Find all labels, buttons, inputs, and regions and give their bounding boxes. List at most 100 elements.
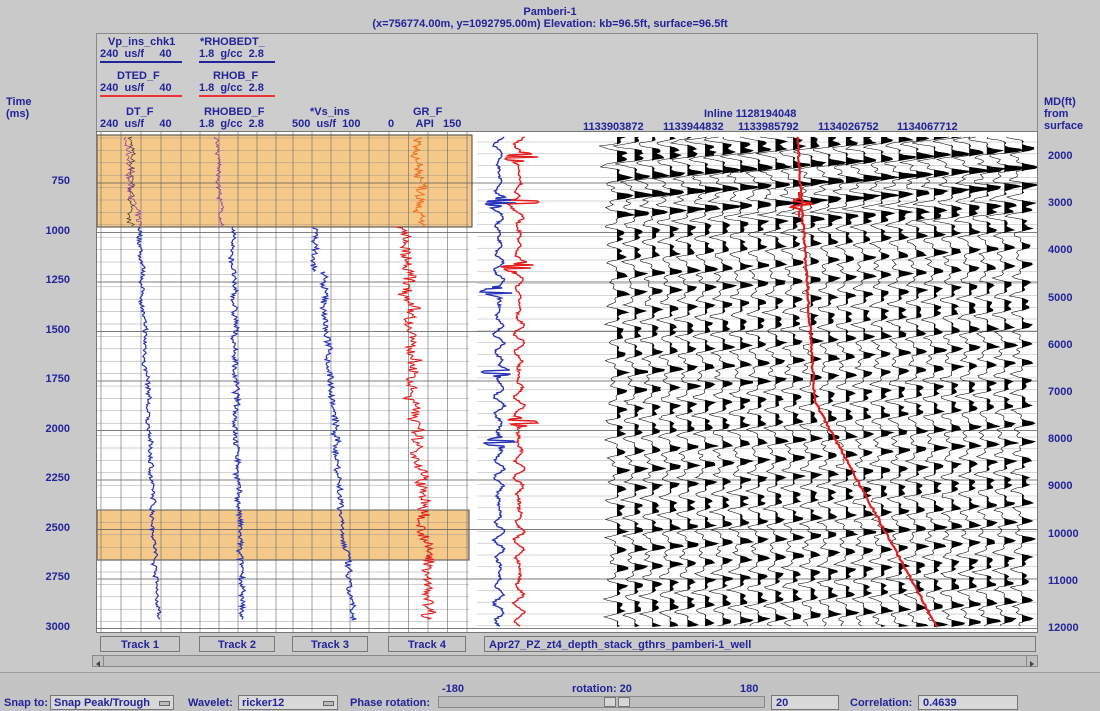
rotation-input[interactable]: 20 — [771, 695, 839, 710]
seismic-trace — [968, 136, 1007, 627]
md-tick-label: 3000 — [1048, 197, 1073, 210]
time-tick-label: 1500 — [45, 323, 70, 336]
dt-scale: 240 us/f 40 — [100, 118, 172, 130]
synthetic-trace-red — [500, 136, 540, 627]
gr-scale: 0 API 150 — [388, 118, 462, 130]
slider-caption: rotation: 20 — [572, 683, 632, 695]
md-tick-label: 12000 — [1048, 622, 1079, 634]
seismic-trace — [599, 136, 636, 627]
track-3-button[interactable]: Track 3 — [292, 636, 368, 652]
seismic-trace — [841, 136, 884, 627]
slider-thumb[interactable] — [618, 697, 631, 707]
time-tick-label: 2250 — [45, 472, 70, 484]
dropdown-icon — [323, 701, 334, 706]
seismic-trace-fill — [757, 137, 773, 627]
dropdown-icon — [159, 701, 170, 706]
wavelet-select[interactable]: ricker12 — [238, 695, 338, 710]
time-axis-title: Time (ms) — [6, 96, 32, 120]
seismic-trace — [809, 136, 847, 627]
well-location: (x=756774.00m, y=1092795.00m) Elevation:… — [372, 18, 728, 30]
seismic-trace — [952, 136, 990, 627]
seismic-trace — [736, 136, 773, 627]
scroll-left-arrow-icon[interactable] — [93, 656, 104, 667]
md-tick-label: 8000 — [1048, 433, 1073, 446]
vp-scale-line — [100, 61, 182, 63]
inline-label: Inline 1128194048 — [704, 108, 797, 120]
vs-scale: 500 us/f 100 — [292, 118, 361, 130]
seismic-track-button[interactable]: Apr27_PZ_zt4_depth_stack_gthrs_pamberi-1… — [484, 636, 1036, 652]
md-tick-label: 4000 — [1048, 244, 1073, 257]
wavelet-label: Wavelet: — [188, 697, 233, 709]
track-2-button[interactable]: Track 2 — [199, 636, 275, 652]
phase-rotation-label: Phase rotation: — [350, 697, 431, 709]
rhob-upper-curve — [213, 136, 225, 227]
horizontal-scrollbar[interactable] — [92, 655, 1038, 667]
gr-curve-name: GR_F — [413, 106, 443, 118]
md-tick-label: 10000 — [1048, 527, 1079, 540]
vp-curve-name: Vp_ins_chk1 — [108, 36, 176, 48]
well-path-trace — [796, 136, 939, 628]
rhobed-scale: 1.8 g/cc 2.8 — [199, 118, 264, 130]
correlation-label: Correlation: — [850, 697, 913, 709]
phase-rotation-slider[interactable] — [438, 696, 765, 708]
time-tick-label: 2500 — [45, 521, 70, 534]
slider-min-label: -180 — [442, 683, 465, 695]
trace-id-4: 1134026752 — [818, 121, 879, 133]
seismic-trace — [826, 136, 868, 627]
curve-header-panel — [96, 33, 1038, 133]
scroll-right-arrow-icon[interactable] — [1026, 656, 1037, 667]
rhob-curve — [227, 226, 247, 620]
time-tick-label: 750 — [51, 175, 70, 187]
dted-scale-line — [100, 95, 182, 97]
dted-scale: 240 us/f 40 — [100, 82, 172, 94]
seismic-trace — [683, 136, 725, 627]
rhobedt-scale: 1.8 g/cc 2.8 — [199, 48, 264, 60]
time-tick-label: 1250 — [45, 274, 70, 286]
snap-label: Snap to: — [4, 697, 48, 709]
track-1-button[interactable]: Track 1 — [100, 636, 180, 652]
dt-upper-curve — [125, 136, 137, 227]
md-axis-title: MD(ft) from surface — [1044, 96, 1084, 132]
trace-id-1: 1133903872 — [583, 121, 644, 133]
seismic-trace — [932, 136, 973, 627]
dt-curve-name: DT_F — [126, 106, 154, 118]
seismic-trace-fill — [986, 137, 1007, 627]
seismic-trace — [861, 136, 901, 627]
well-tie-canvas — [97, 132, 1037, 632]
highlight-zone-lower — [97, 509, 470, 561]
seismic-trace-fill — [1022, 137, 1037, 627]
rhobedt-scale-line — [199, 61, 275, 63]
trace-id-3: 1133985792 — [738, 121, 799, 133]
seismic-trace-fill — [740, 137, 758, 627]
md-tick-label: 2000 — [1048, 150, 1073, 162]
correlation-value: 0.4639 — [918, 695, 1018, 710]
seismic-trace-fill — [1004, 137, 1025, 627]
seismic-trace — [791, 136, 832, 627]
rhobedt-curve-name: *RHOBEDT_ — [200, 36, 265, 48]
seismic-trace — [720, 136, 758, 627]
snap-select[interactable]: Snap Peak/Trough — [50, 695, 174, 710]
seismic-trace-fill — [634, 137, 657, 627]
synthetic-trace-blue — [478, 136, 517, 627]
vp-scale: 240 us/f 40 — [100, 48, 172, 60]
rhob-scale-line — [199, 95, 275, 97]
gr-upper-curve — [410, 136, 428, 227]
rhobed-curve-name: RHOBED_F — [204, 106, 265, 118]
slider-thumb[interactable] — [604, 697, 617, 707]
seismic-trace — [702, 136, 743, 627]
vs-curve — [318, 271, 357, 621]
seismic-trace — [755, 136, 798, 627]
time-tick-label: 1000 — [45, 224, 70, 237]
time-tick-label: 2000 — [45, 422, 70, 435]
md-tick-label: 6000 — [1048, 338, 1073, 351]
seismic-trace — [985, 136, 1026, 627]
seismic-trace — [653, 136, 688, 627]
seismic-trace-fill — [722, 137, 742, 627]
rhob-curve-name: RHOB_F — [213, 70, 259, 82]
time-tick-label: 2750 — [45, 571, 70, 583]
dt-curve — [136, 226, 162, 620]
track-4-button[interactable]: Track 4 — [388, 636, 466, 652]
md-tick-label: 11000 — [1048, 574, 1078, 587]
well-tie-plot[interactable] — [96, 131, 1038, 633]
trace-id-5: 1134067712 — [897, 121, 958, 133]
